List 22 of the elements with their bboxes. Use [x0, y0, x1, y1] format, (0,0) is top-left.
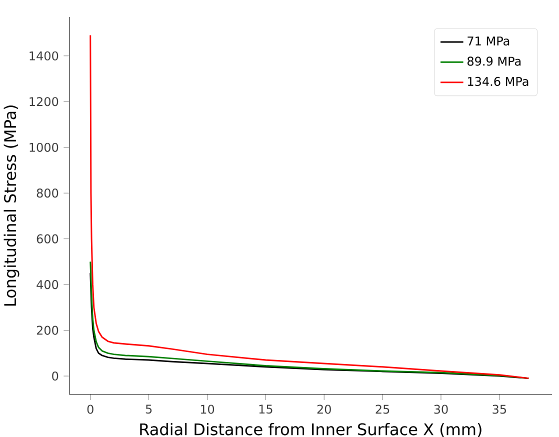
y-tick-label: 1200: [30, 97, 58, 106]
y-tick-label: 200: [36, 326, 58, 335]
legend-label: 89.9 MPa: [468, 56, 521, 66]
x-tick-label: 35: [492, 404, 506, 414]
x-tick-label: 25: [376, 404, 390, 414]
y-tick-label: 1000: [30, 142, 58, 152]
x-axis-title: Radial Distance from Inner Surface X (mm): [140, 422, 482, 437]
x-tick-label: 20: [317, 404, 331, 414]
x-tick-label: 30: [434, 404, 448, 414]
x-tick-label: 0: [87, 404, 94, 414]
legend-label: 71 MPa: [468, 36, 510, 46]
y-tick-label: 600: [36, 234, 58, 244]
x-tick-label: 15: [259, 404, 272, 414]
line-series: [90, 34, 530, 380]
y-axis-title: Longitudinal Stress (MPa): [4, 106, 20, 306]
y-tick-label: 0: [52, 372, 58, 381]
x-tick-label: 10: [200, 404, 214, 414]
y-tick-label: 1400: [30, 51, 58, 60]
x-tick-label: 5: [146, 404, 152, 414]
legend-label: 134.6 MPa: [468, 76, 528, 86]
y-tick-label: 800: [36, 188, 58, 198]
y-tick-label: 400: [36, 280, 58, 290]
